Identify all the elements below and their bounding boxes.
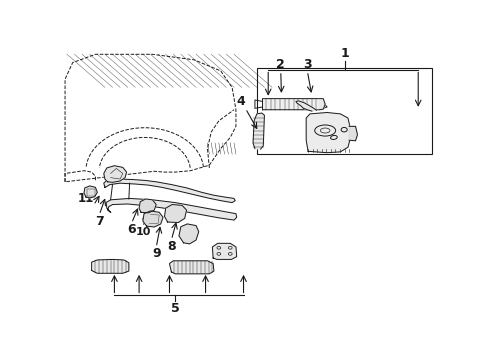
Polygon shape bbox=[296, 101, 317, 111]
Polygon shape bbox=[179, 224, 199, 244]
Polygon shape bbox=[104, 179, 235, 203]
Text: 4: 4 bbox=[237, 95, 245, 108]
Polygon shape bbox=[306, 112, 350, 153]
Text: 1: 1 bbox=[341, 47, 350, 60]
Text: 6: 6 bbox=[127, 223, 136, 237]
Polygon shape bbox=[263, 99, 327, 110]
Polygon shape bbox=[349, 126, 358, 141]
Text: 11: 11 bbox=[77, 192, 94, 205]
Bar bbox=[257, 68, 432, 154]
Polygon shape bbox=[170, 261, 214, 274]
Polygon shape bbox=[92, 260, 129, 273]
Polygon shape bbox=[139, 199, 156, 213]
Text: 3: 3 bbox=[303, 58, 312, 71]
Polygon shape bbox=[212, 243, 237, 260]
Polygon shape bbox=[84, 186, 98, 198]
Polygon shape bbox=[106, 198, 237, 220]
Text: 2: 2 bbox=[276, 58, 285, 71]
Text: 9: 9 bbox=[152, 247, 161, 261]
Text: 8: 8 bbox=[167, 240, 176, 253]
Text: 5: 5 bbox=[171, 302, 179, 315]
Text: 7: 7 bbox=[95, 215, 103, 228]
Polygon shape bbox=[143, 211, 163, 227]
Polygon shape bbox=[253, 113, 265, 149]
Text: 10: 10 bbox=[135, 227, 150, 237]
Polygon shape bbox=[165, 204, 187, 222]
Polygon shape bbox=[104, 166, 126, 183]
Polygon shape bbox=[319, 99, 325, 110]
